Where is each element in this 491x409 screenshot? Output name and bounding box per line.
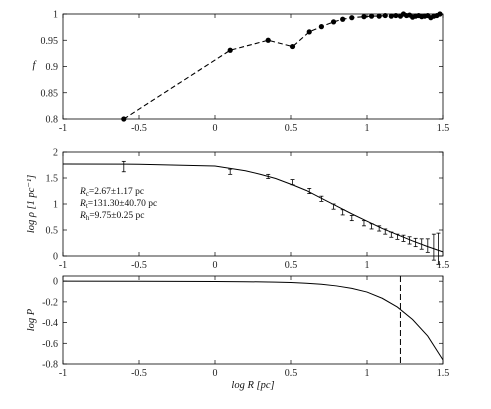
top-ytick-label: 0.9 (46, 62, 59, 73)
middle-ylabel: log ρ [1 pc⁻¹] (26, 175, 37, 233)
top-data-point (227, 47, 233, 53)
top-ylabel: f (33, 60, 38, 71)
panel-middle: -1 -0.5 0 0.5 1 1.5 0 0.5 1 1.5 2 log ρ [1 pc⁻¹] R… (26, 148, 449, 272)
top-data-point (388, 13, 394, 19)
annotation-rc: Rc=2.67±1.17 pc (79, 187, 144, 198)
top-ytick-label: 0.95 (41, 36, 59, 47)
top-ytick-label: 1 (53, 10, 58, 21)
annotation-rt: Rt=131.30±40.70 pc (79, 199, 157, 210)
bottom-ytick-label: 0 (53, 277, 58, 288)
top-data-point (265, 37, 271, 43)
top-data-point (330, 19, 337, 25)
panel-middle-ticks: -1 -0.5 0 0.5 1 1.5 0 0.5 1 1.5 2 (46, 148, 450, 272)
top-data-point (382, 12, 388, 19)
top-xtick-label: 1 (365, 123, 370, 134)
middle-xtick-label: -0.5 (131, 260, 147, 271)
top-series-markers (121, 11, 443, 122)
top-ytick-label: 0.8 (46, 115, 59, 126)
bottom-xtick-label: 1.5 (437, 368, 450, 379)
panel-top-frame (62, 13, 444, 120)
top-data-point (376, 13, 382, 19)
middle-xtick-label: 1.5 (437, 260, 450, 271)
middle-ytick-label: 2 (53, 148, 58, 159)
bottom-ytick-label: -0.2 (42, 297, 58, 308)
bottom-xlabel: log R [pc] (231, 380, 274, 391)
bottom-ytick-label: -0.4 (42, 318, 58, 329)
top-xtick-label: -0.5 (131, 123, 147, 134)
top-data-point (361, 14, 367, 20)
middle-xtick-label: 0 (213, 260, 218, 271)
top-data-point (340, 16, 346, 22)
middle-xtick-label: 1 (365, 260, 370, 271)
panel-bottom: -1 -0.5 0 0.5 1 1.5 0 -0.2 -0.4 -0.6 -0.8 log P lo… (26, 275, 449, 391)
panel-top-ticks: -1 -0.5 0 0.5 1 1.5 0.8 0.85 0.9 0.95 1 (41, 10, 450, 135)
top-data-point (306, 29, 312, 35)
top-xtick-label: 0 (213, 123, 218, 134)
bottom-xtick-label: 1 (365, 368, 370, 379)
middle-ytick-label: 1 (53, 200, 58, 211)
top-xtick-label: 1.5 (437, 123, 450, 134)
middle-xtick-label: 0.5 (285, 260, 298, 271)
top-ytick-label: 0.85 (41, 88, 59, 99)
top-data-point (289, 43, 296, 50)
bottom-ytick-label: -0.8 (42, 360, 58, 371)
bottom-curve (62, 280, 444, 361)
bottom-xtick-label: -1 (59, 368, 67, 379)
middle-xtick-label: -1 (59, 260, 67, 271)
top-xtick-label: -1 (59, 123, 67, 134)
middle-ytick-label: 1.5 (46, 174, 59, 185)
middle-ytick-label: 0.5 (46, 226, 59, 237)
annotation-rh: Rh=9.75±0.25 pc (79, 211, 144, 222)
bottom-ylabel: log P (26, 308, 37, 331)
top-xtick-label: 0.5 (285, 123, 298, 134)
middle-ytick-label: 0 (53, 252, 58, 263)
top-series-line (123, 13, 441, 120)
middle-errorbars (121, 160, 441, 265)
top-data-point (349, 15, 355, 21)
bottom-ytick-label: -0.6 (42, 339, 58, 350)
top-data-point (318, 24, 324, 30)
bottom-xtick-label: 0.5 (285, 368, 298, 379)
bottom-xtick-label: 0 (213, 368, 218, 379)
panel-bottom-ticks: -1 -0.5 0 0.5 1 1.5 0 -0.2 -0.4 -0.6 -0.8 (42, 276, 449, 379)
bottom-xtick-label: -0.5 (131, 368, 147, 379)
top-data-point (368, 13, 375, 19)
panel-top: -1 -0.5 0 0.5 1 1.5 0.8 0.85 0.9 0.95 1 f (33, 10, 450, 135)
top-data-point (437, 11, 443, 17)
top-data-point (121, 116, 127, 122)
top-data-point (393, 12, 399, 19)
panel-bottom-frame (62, 275, 444, 365)
